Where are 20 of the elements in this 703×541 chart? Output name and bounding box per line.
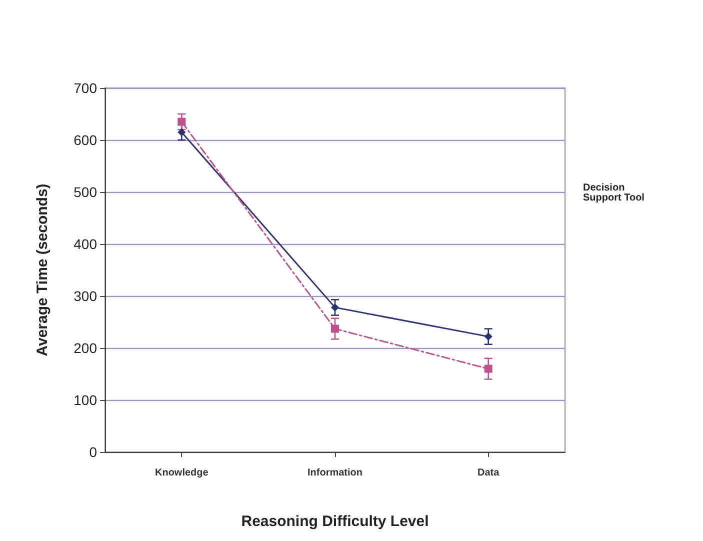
point [178, 118, 186, 126]
point [484, 332, 492, 341]
y-tick-label: 0 [89, 444, 98, 460]
y-tick-label: 500 [74, 184, 98, 200]
x-tick-label: Knowledge [154, 468, 209, 478]
point [178, 128, 186, 136]
x-tick-label: Information [308, 468, 362, 478]
legend-title: Decision Support Tool [583, 182, 645, 204]
y-tick-label: 200 [74, 340, 98, 356]
point [331, 303, 339, 312]
y-tick-label: 600 [74, 132, 98, 148]
x-axis-title: Reasoning Difficulty Level [241, 513, 429, 530]
x-tick-label: Data [477, 468, 500, 478]
y-axis-title: Average Time (seconds) [34, 184, 51, 356]
y-tick-label: 400 [74, 236, 98, 252]
point [331, 324, 339, 333]
point [484, 364, 492, 373]
y-tick-label: 700 [74, 80, 98, 96]
y-tick-label: 300 [74, 288, 98, 304]
y-tick-label: 100 [74, 392, 98, 408]
